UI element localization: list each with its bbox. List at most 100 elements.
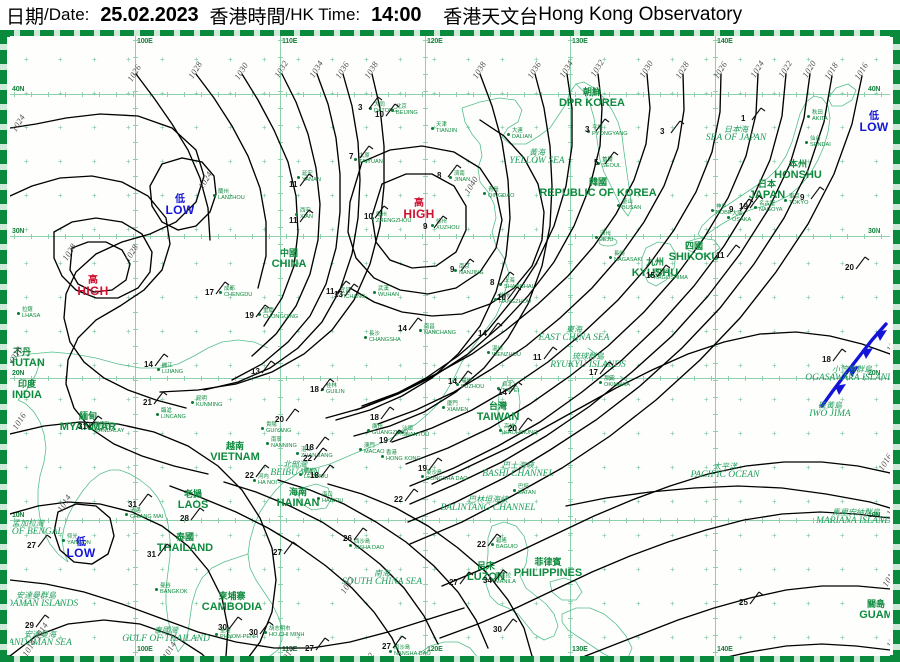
lat-tick	[541, 234, 542, 239]
lon-tick	[568, 652, 573, 653]
lon-tick	[133, 431, 138, 432]
lon-tick	[713, 125, 718, 126]
grid-cross: +	[58, 327, 63, 336]
city-marker-hangzhou	[494, 298, 497, 301]
grid-cross: +	[636, 429, 641, 438]
grid-cross: +	[194, 55, 199, 64]
grid-cross: +	[228, 327, 233, 336]
lon-tick	[133, 448, 138, 449]
grid-cross: +	[58, 429, 63, 438]
grid-cross: +	[24, 123, 29, 132]
grid-cross: +	[840, 191, 845, 200]
wind-barb-icon	[459, 571, 474, 585]
grid-cross: +	[636, 123, 641, 132]
wind-barb-icon	[368, 96, 383, 110]
grid-cross: +	[364, 225, 369, 234]
grid-cross: +	[874, 327, 879, 336]
grid-cross: +	[568, 599, 573, 608]
latitude-label-40N: 40N	[12, 86, 25, 93]
grid-cross: +	[704, 429, 709, 438]
grid-cross: +	[24, 89, 29, 98]
grid-cross: +	[398, 123, 403, 132]
grid-cross: +	[806, 531, 811, 540]
lat-tick	[575, 518, 576, 523]
lat-tick	[31, 518, 32, 523]
lat-tick	[881, 234, 882, 239]
lat-tick	[626, 234, 627, 239]
grid-cross: +	[772, 497, 777, 506]
grid-cross: +	[228, 531, 233, 540]
lon-tick	[713, 414, 718, 415]
lat-tick	[541, 518, 542, 523]
lon-tick	[278, 176, 283, 177]
grid-cross: +	[432, 565, 437, 574]
grid-cross: +	[636, 55, 641, 64]
grid-cross: +	[398, 361, 403, 370]
lat-tick	[14, 234, 15, 239]
grid-cross: +	[670, 633, 675, 642]
city-marker-datong	[369, 107, 372, 110]
lon-tick	[278, 533, 283, 534]
city-marker-manila	[490, 578, 493, 581]
grid-cross: +	[92, 531, 97, 540]
grid-cross: +	[738, 55, 743, 64]
lon-tick	[568, 414, 573, 415]
lon-tick	[713, 227, 718, 228]
lat-tick	[201, 234, 202, 239]
lat-tick	[65, 376, 66, 381]
lon-tick	[423, 601, 428, 602]
lon-tick	[568, 431, 573, 432]
wind-barb-icon	[299, 209, 314, 223]
lat-tick	[405, 376, 406, 381]
lon-tick	[423, 40, 428, 41]
lat-tick	[592, 92, 593, 97]
lat-tick	[609, 234, 610, 239]
lat-tick	[184, 234, 185, 239]
lat-tick	[558, 376, 559, 381]
grid-cross: +	[330, 497, 335, 506]
grid-cross: +	[568, 429, 573, 438]
wind-barb-icon	[336, 280, 351, 294]
grid-cross: +	[534, 497, 539, 506]
grid-cross: +	[296, 565, 301, 574]
grid-cross: +	[874, 565, 879, 574]
grid-cross: +	[500, 293, 505, 302]
city-marker-akita	[807, 115, 810, 118]
grid-cross: +	[296, 395, 301, 404]
grid-cross: +	[228, 157, 233, 166]
lon-tick	[568, 57, 573, 58]
grid-cross: +	[432, 531, 437, 540]
lon-tick	[713, 652, 718, 653]
lat-tick	[252, 234, 253, 239]
lat-tick	[813, 92, 814, 97]
lat-tick	[167, 92, 168, 97]
lon-tick	[278, 414, 283, 415]
lat-tick	[320, 92, 321, 97]
grid-cross: +	[58, 123, 63, 132]
grid-cross: +	[738, 361, 743, 370]
lon-tick	[423, 295, 428, 296]
grid-cross: +	[738, 225, 743, 234]
grid-cross: +	[568, 361, 573, 370]
grid-cross: +	[840, 327, 845, 336]
lat-tick	[762, 234, 763, 239]
lon-tick	[423, 261, 428, 262]
lon-tick	[713, 244, 718, 245]
grid-cross: +	[92, 599, 97, 608]
grid-cross: +	[772, 565, 777, 574]
grid-cross: +	[806, 633, 811, 642]
lat-tick	[813, 234, 814, 239]
lon-tick	[278, 618, 283, 619]
grid-cross: +	[500, 599, 505, 608]
lat-tick	[286, 234, 287, 239]
city-marker-yangon	[62, 539, 65, 542]
wind-barb-icon	[154, 353, 169, 367]
wind-barb-icon	[749, 591, 764, 605]
lat-tick	[48, 92, 49, 97]
chart-border-top	[0, 30, 900, 37]
city-marker-leizhou	[299, 473, 302, 476]
lon-tick	[568, 210, 573, 211]
lon-tick	[568, 618, 573, 619]
lon-tick	[713, 380, 718, 381]
grid-cross: +	[262, 429, 267, 438]
